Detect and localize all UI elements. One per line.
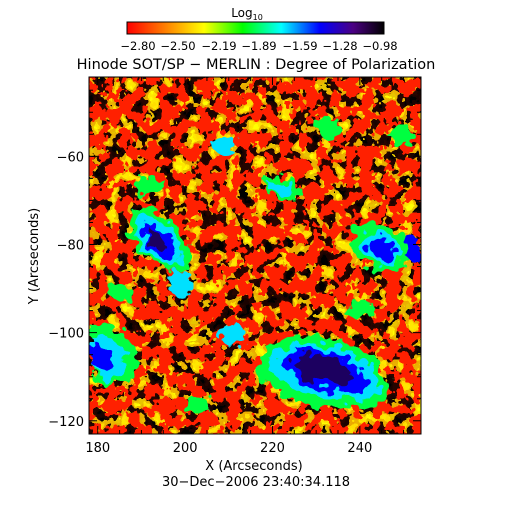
polarization-map-image [89,77,421,434]
observation-timestamp: 30−Dec−2006 23:40:34.118 [162,475,350,490]
x-axis-label: X (Arcseconds) [205,459,302,474]
colorbar-label-base: Log [231,6,252,20]
colorbar-tick-2: −2.19 [201,39,236,53]
plot-frame [88,76,422,435]
colorbar [126,21,385,35]
y-tick-label-minus120: −120 [48,415,84,430]
x-tick-label-200: 200 [173,441,198,456]
colorbar-tick-5: −1.28 [322,39,357,53]
y-axis-label: Y (Arcseconds) [27,208,42,305]
colorbar-label-sub: 10 [253,13,263,22]
x-tick-label-240: 240 [347,441,372,456]
colorbar-ticks: −2.80 −2.50 −2.19 −1.89 −1.59 −1.28 −0.9… [120,39,397,53]
y-tick-label-minus80: −80 [57,238,84,253]
figure-title: Hinode SOT/SP − MERLIN : Degree of Polar… [77,57,436,73]
y-tick-labels: −60 −80 −100 −120 [48,150,84,429]
x-tick-label-220: 220 [260,441,285,456]
x-tick-label-180: 180 [85,441,110,456]
x-tick-marks [97,77,405,434]
colorbar-tick-1: −2.50 [160,39,195,53]
colorbar-label: Log10 [231,6,263,22]
y-tick-label-minus60: −60 [57,150,84,165]
colorbar-tick-0: −2.80 [120,39,155,53]
colorbar-tick-6: −0.98 [362,39,397,53]
colorbar-tick-3: −1.89 [241,39,276,53]
y-tick-marks [89,89,421,422]
y-tick-label-minus100: −100 [48,327,84,342]
colorbar-tick-4: −1.59 [282,39,317,53]
axes [88,76,422,435]
x-tick-labels: 180 200 220 240 [85,441,372,456]
